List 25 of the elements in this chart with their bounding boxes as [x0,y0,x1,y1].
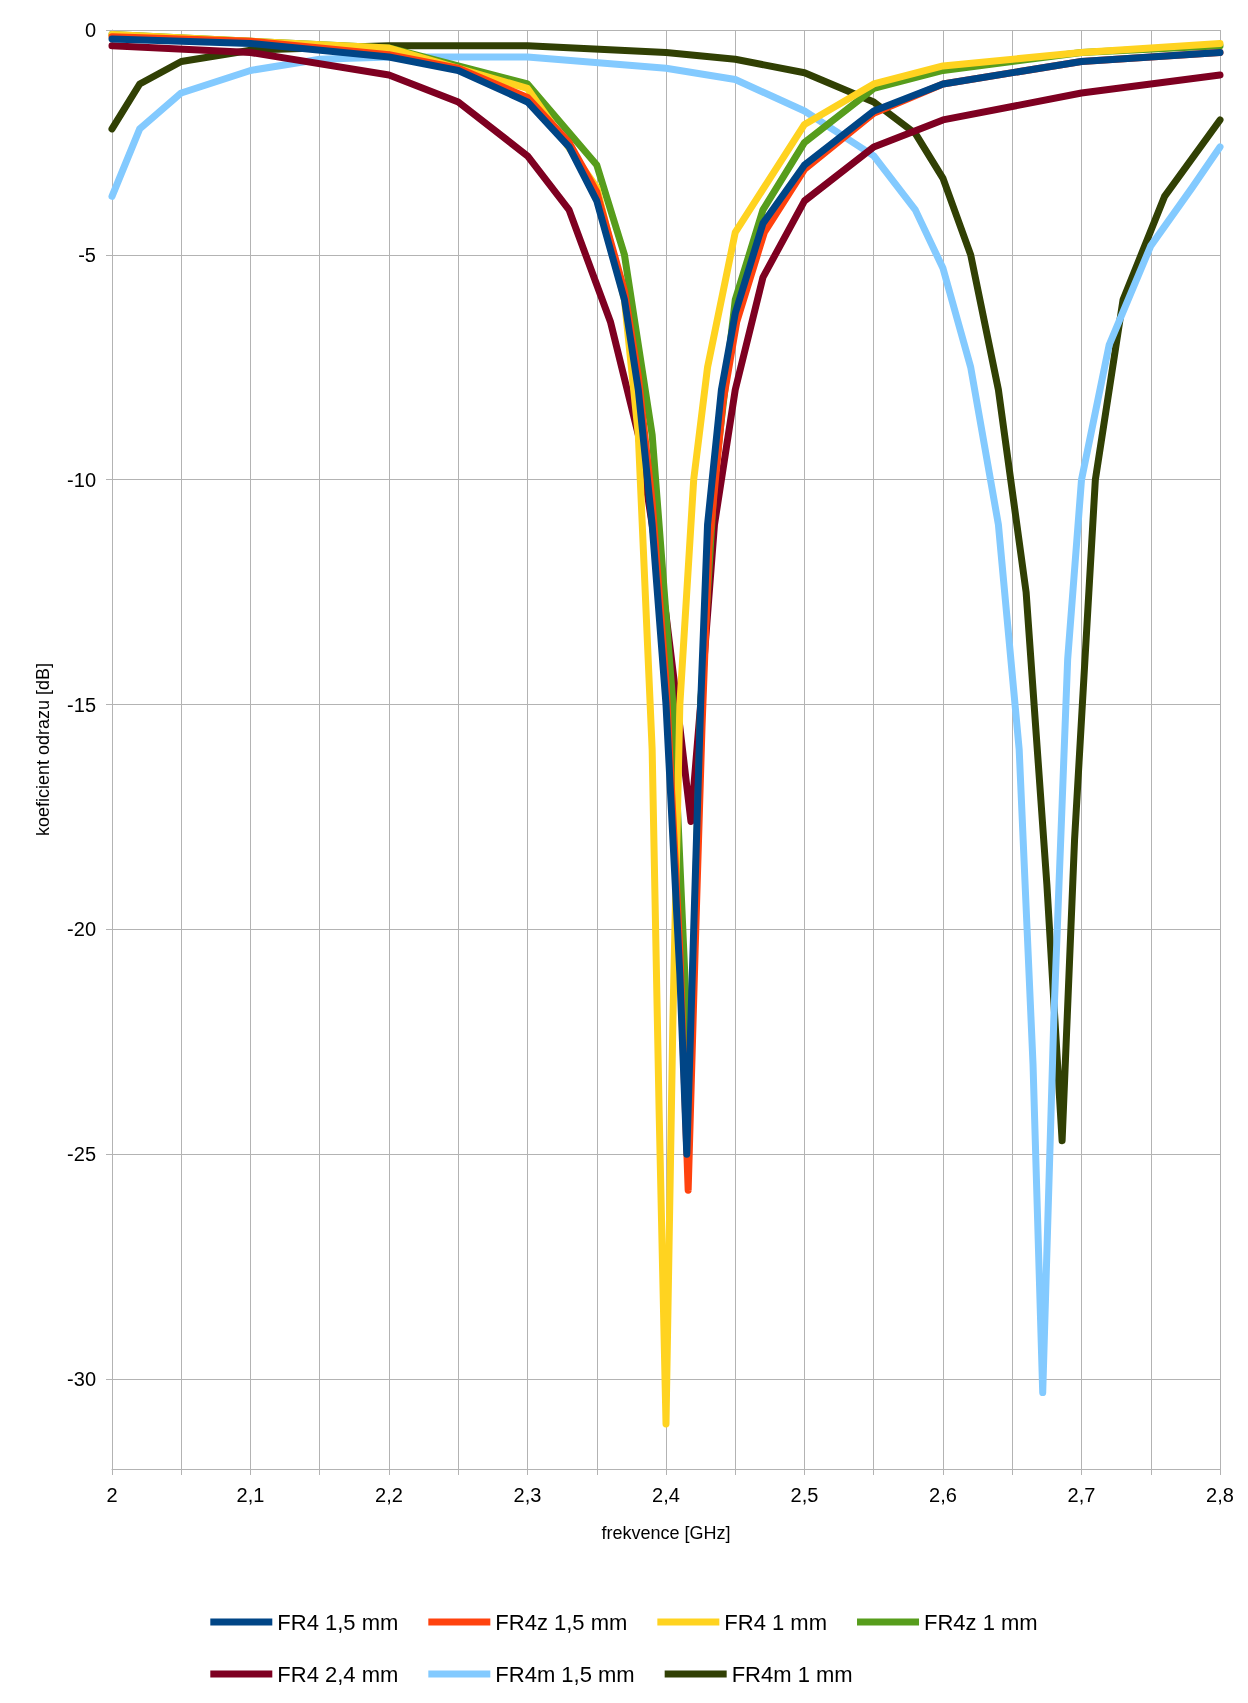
legend-label: FR4m 1,5 mm [495,1661,635,1687]
y-tick-label: -10 [67,468,96,491]
x-tick-label: 2,8 [1206,1484,1234,1506]
y-tick-label: -25 [67,1143,96,1166]
legend-label: FR4z 1,5 mm [495,1609,628,1635]
y-tick-label: -30 [67,1368,96,1391]
y-tick-label: -15 [67,693,96,716]
x-tick-label: 2,1 [236,1484,265,1506]
x-tick-label: 2 [106,1484,118,1506]
y-tick-label: -20 [67,918,96,941]
y-tick-label: -5 [78,243,96,266]
legend-label: FR4m 1 mm [731,1661,853,1687]
x-tick-label: 2,5 [790,1484,819,1506]
x-axis-title: frekvence [GHz] [601,1523,731,1543]
x-tick-label: 2,4 [652,1484,680,1506]
x-tick-label: 2,7 [1067,1484,1096,1506]
legend-label: FR4z 1 mm [924,1609,1038,1635]
legend-label: FR4 1 mm [724,1609,828,1635]
x-tick-label: 2,2 [375,1484,403,1506]
x-tick-label: 2,3 [513,1484,542,1506]
y-axis-title: koeficient odrazu [dB] [33,662,53,837]
legend-label: FR4 1,5 mm [277,1609,399,1635]
y-tick-label: 0 [84,19,96,41]
legend-label: FR4 2,4 mm [277,1661,399,1687]
x-tick-label: 2,6 [929,1484,957,1506]
